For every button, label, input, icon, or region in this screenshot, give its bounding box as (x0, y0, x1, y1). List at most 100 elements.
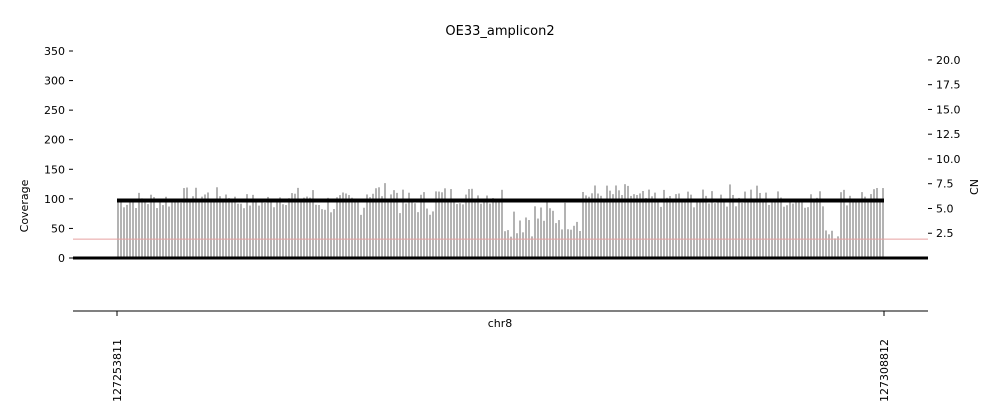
coverage-bar (336, 197, 338, 258)
x-tick-label: 127253811 (111, 339, 124, 402)
coverage-bar (516, 233, 518, 258)
coverage-bar (702, 189, 704, 258)
coverage-bar (381, 196, 383, 258)
right-y-tick-label: 20.0 (936, 54, 961, 67)
x-tick-label: 127308812 (878, 339, 891, 402)
coverage-bar (129, 201, 131, 258)
coverage-bar (120, 198, 122, 258)
coverage-bar (453, 201, 455, 258)
left-y-tick-label: 50 (51, 222, 65, 235)
coverage-bar (495, 200, 497, 258)
coverage-bar (402, 189, 404, 258)
coverage-bar (321, 209, 323, 258)
coverage-bar (840, 192, 842, 258)
coverage-bar (828, 234, 830, 258)
coverage-bar (498, 199, 500, 258)
coverage-bar (834, 238, 836, 258)
coverage-bar (240, 203, 242, 258)
coverage-bar (753, 199, 755, 258)
coverage-bar (447, 200, 449, 258)
coverage-bars (117, 183, 884, 258)
coverage-bar (663, 189, 665, 258)
coverage-bar (459, 203, 461, 258)
coverage-bar (669, 195, 671, 258)
coverage-bar (237, 203, 239, 258)
left-y-axis-label: Coverage (18, 179, 31, 232)
coverage-bar (294, 193, 296, 258)
coverage-bar (393, 190, 395, 258)
coverage-bar (873, 189, 875, 258)
chart-title: OE33_amplicon2 (445, 24, 554, 39)
coverage-bar (660, 206, 662, 258)
coverage-bar (759, 192, 761, 258)
coverage-bar (147, 204, 149, 258)
coverage-bar (423, 192, 425, 258)
coverage-bar (576, 221, 578, 258)
coverage-bar (351, 197, 353, 258)
coverage-bar (462, 204, 464, 258)
coverage-bar (804, 207, 806, 258)
coverage-bar (858, 201, 860, 258)
coverage-bar (171, 198, 173, 258)
coverage-bar (768, 204, 770, 258)
coverage-bar (573, 225, 575, 258)
coverage-bar (138, 192, 140, 258)
coverage-bar (180, 202, 182, 258)
coverage-bar (633, 194, 635, 258)
coverage-bar (642, 191, 644, 258)
coverage-bar (444, 188, 446, 258)
coverage-bar (492, 198, 494, 258)
coverage-bar (390, 194, 392, 258)
coverage-bar (783, 206, 785, 258)
coverage-bar (564, 202, 566, 258)
coverage-bar (726, 206, 728, 258)
coverage-bar (432, 211, 434, 258)
coverage-bar (636, 195, 638, 258)
coverage-bar (780, 197, 782, 258)
coverage-bar (348, 195, 350, 258)
coverage-bar (189, 201, 191, 258)
coverage-bar (234, 196, 236, 258)
left-y-tick-label: 350 (44, 45, 65, 58)
coverage-bar (177, 200, 179, 258)
coverage-bar (774, 200, 776, 258)
coverage-bar (651, 196, 653, 258)
coverage-bar (612, 194, 614, 258)
coverage-bar (291, 193, 293, 258)
coverage-bar (831, 230, 833, 258)
coverage-bar (678, 193, 680, 258)
coverage-bar (852, 200, 854, 258)
coverage-bar (618, 190, 620, 258)
coverage-bar (219, 196, 221, 258)
coverage-bar (603, 202, 605, 258)
coverage-bar (363, 207, 365, 258)
coverage-bar (192, 196, 194, 258)
coverage-bar (405, 203, 407, 258)
coverage-bar (471, 188, 473, 258)
coverage-bar (168, 206, 170, 258)
coverage-bar (309, 197, 311, 258)
coverage-bar (414, 203, 416, 258)
coverage-bar (216, 187, 218, 258)
coverage-bar (615, 185, 617, 258)
coverage-bar (318, 205, 320, 258)
coverage-bar (870, 194, 872, 258)
coverage-bar (156, 208, 158, 258)
coverage-bar (762, 200, 764, 258)
coverage-bar (504, 231, 506, 258)
coverage-bar (327, 197, 329, 258)
coverage-bar (882, 188, 884, 258)
coverage-bar (552, 210, 554, 258)
coverage-bar (681, 198, 683, 258)
coverage-bar (465, 194, 467, 258)
coverage-bar (750, 189, 752, 258)
coverage-bar (849, 195, 851, 258)
coverage-bar (141, 198, 143, 258)
coverage-bar (507, 230, 509, 258)
coverage-bar (795, 200, 797, 258)
coverage-bar (312, 190, 314, 258)
coverage-bar (555, 223, 557, 258)
coverage-bar (855, 199, 857, 258)
coverage-bar (126, 204, 128, 258)
